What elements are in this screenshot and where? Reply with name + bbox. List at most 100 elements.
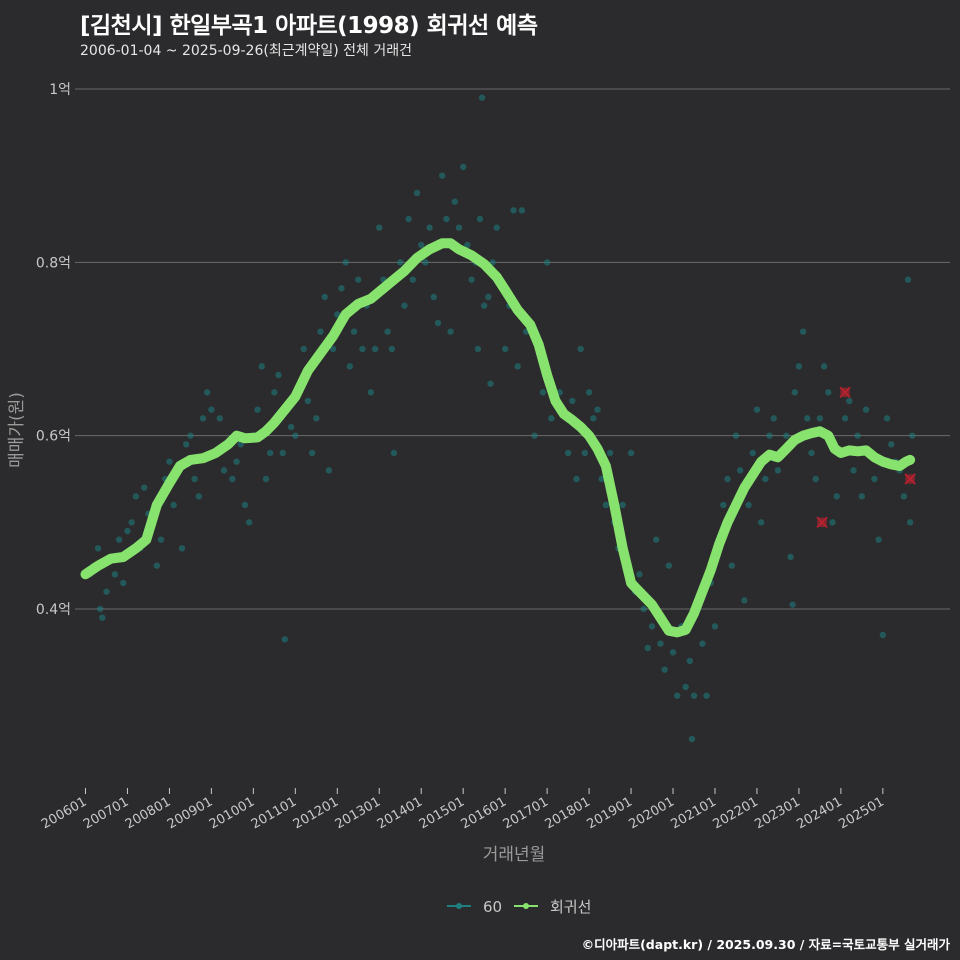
scatter-point (564, 449, 572, 457)
scatter-point (569, 397, 576, 405)
scatter-point (178, 545, 186, 552)
y-tick-label: 0.8억 (36, 255, 71, 271)
scatter-point (245, 519, 253, 526)
scatter-point (585, 389, 593, 396)
scatter-point (468, 276, 475, 283)
scatter-point (195, 493, 203, 500)
scatter-point (636, 571, 643, 578)
scatter-point (459, 163, 467, 171)
scatter-point (237, 441, 244, 448)
scatter-point (170, 501, 177, 509)
scatter-point (657, 640, 664, 647)
scatter-point (191, 475, 198, 483)
x-tick-label: 202201 (710, 794, 760, 832)
scatter-point (439, 172, 446, 179)
legend-label: 회귀선 (550, 898, 591, 916)
scatter-point (120, 579, 127, 587)
scatter-point (141, 484, 148, 491)
scatter-point (619, 501, 626, 509)
scatter-point (325, 467, 333, 474)
scatter-point (774, 467, 782, 474)
scatter-point (808, 449, 815, 457)
footer-credit: ©디아파트(dapt.kr) / 2025.09.30 / 자료=국토교통부 실… (581, 937, 950, 952)
scatter-point (661, 666, 668, 673)
x-tick-label: 202501 (836, 794, 886, 832)
scatter-point (791, 389, 798, 396)
scatter-point (405, 215, 412, 223)
scatter-point (443, 215, 450, 223)
y-tick-label: 1억 (49, 82, 71, 98)
x-tick-label: 200701 (81, 794, 131, 832)
scatter-point (355, 276, 362, 283)
scatter-point (789, 601, 796, 608)
scatter-point (434, 319, 442, 327)
outlier-marker (816, 516, 828, 529)
scatter-point (787, 553, 794, 561)
scatter-point (590, 415, 597, 422)
scatter-point (413, 189, 421, 197)
scatter-point (476, 215, 484, 223)
scatter-point (850, 467, 857, 474)
scatter-point (783, 432, 790, 439)
page-subtitle: 2006-01-04 ~ 2025-09-26(최근계약일) 전체 거래건 (80, 43, 412, 59)
scatter-point (766, 432, 773, 439)
scatter-point (879, 631, 887, 639)
scatter-point (688, 735, 696, 743)
x-tick-label: 201501 (417, 794, 467, 832)
page-title: [김천시] 한일부곡1 아파트(1998) 회귀선 예측 (80, 13, 538, 39)
scatter-point (464, 241, 471, 249)
scatter-point (770, 415, 777, 422)
scatter-point (594, 406, 601, 413)
scatter-point (674, 692, 681, 699)
x-tick-label: 200801 (123, 794, 173, 832)
scatter-point (644, 644, 652, 652)
scatter-point (418, 241, 425, 249)
scatter-point (329, 345, 337, 353)
scatter-point (111, 571, 119, 578)
scatter-point (308, 449, 316, 457)
scatter-point (816, 415, 824, 422)
legend-label: 60 (483, 898, 502, 916)
scatter-point (648, 623, 656, 630)
legend-dot (456, 903, 462, 909)
x-tick-label: 200601 (39, 794, 89, 832)
scatter-point (640, 605, 647, 613)
scatter-point (388, 345, 396, 353)
scatter-point (258, 363, 265, 370)
scatter-point (426, 224, 433, 231)
outlier-cross (839, 386, 851, 399)
scatter-point (602, 501, 610, 509)
scatter-point (548, 415, 555, 422)
scatter-point (342, 259, 349, 266)
y-tick-label: 0.4억 (36, 602, 71, 618)
outlier-marker (904, 473, 916, 485)
scatter-point (390, 449, 398, 457)
scatter-points (86, 94, 916, 743)
x-tick-label: 201901 (585, 794, 635, 832)
scatter-point (233, 458, 240, 465)
regression-line (80, 238, 916, 638)
scatter-point (199, 415, 207, 422)
scatter-point (292, 432, 299, 439)
scatter-point (485, 293, 492, 301)
x-tick-label: 202401 (794, 794, 844, 832)
scatter-point (501, 345, 509, 353)
scatter-point (858, 493, 866, 500)
scatter-point (447, 328, 454, 335)
scatter-point (653, 536, 660, 543)
scatter-point (321, 293, 328, 301)
scatter-point (820, 363, 828, 370)
scatter-point (606, 449, 614, 457)
grid-lines (75, 88, 950, 610)
scatter-point (720, 501, 727, 509)
scatter-point (875, 536, 882, 543)
x-tick-label: 201401 (375, 794, 425, 832)
scatter-point (799, 328, 807, 335)
chart-legend: 60 회귀선 (447, 898, 591, 916)
scatter-point (94, 545, 102, 552)
scatter-point (741, 597, 748, 604)
scatter-point (841, 415, 849, 422)
x-axis-label: 거래년월 (483, 845, 546, 865)
y-axis-label: 매매가(원) (7, 392, 27, 468)
